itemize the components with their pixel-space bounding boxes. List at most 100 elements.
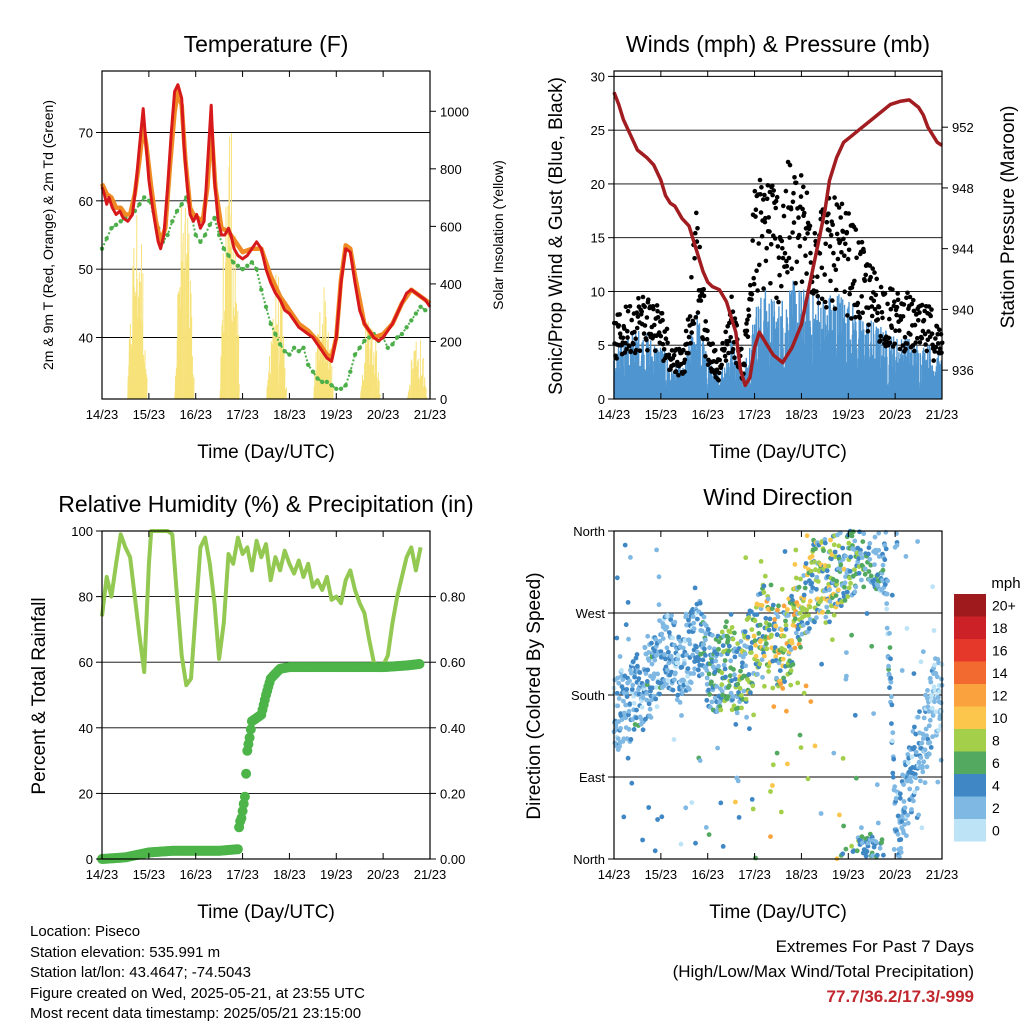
direction-point bbox=[931, 628, 937, 633]
gust-point bbox=[898, 317, 904, 323]
gust-point bbox=[764, 196, 770, 202]
direction-point bbox=[915, 539, 920, 544]
direction-point bbox=[913, 749, 919, 755]
direction-point bbox=[841, 566, 847, 572]
y2-tick-label: 940 bbox=[952, 302, 974, 317]
direction-point bbox=[911, 671, 917, 676]
direction-point bbox=[903, 554, 909, 559]
gust-point bbox=[774, 194, 780, 200]
gust-point bbox=[777, 272, 782, 278]
gust-point bbox=[919, 336, 925, 341]
gust-point bbox=[652, 322, 657, 328]
direction-point bbox=[631, 727, 637, 732]
direction-point bbox=[912, 745, 917, 750]
direction-point bbox=[758, 638, 764, 643]
direction-point bbox=[793, 547, 799, 553]
direction-point bbox=[727, 629, 733, 635]
gust-point bbox=[763, 258, 769, 264]
direction-point bbox=[771, 704, 777, 709]
gust-point bbox=[827, 228, 832, 233]
direction-point bbox=[681, 678, 687, 683]
gust-point bbox=[616, 323, 622, 328]
direction-point bbox=[655, 671, 660, 677]
direction-point bbox=[703, 637, 708, 643]
gust-point bbox=[860, 310, 865, 316]
direction-point bbox=[714, 709, 720, 714]
direction-point bbox=[621, 698, 626, 704]
gust-point bbox=[751, 281, 757, 287]
direction-point bbox=[860, 539, 866, 544]
direction-point bbox=[809, 554, 815, 559]
gust-point bbox=[911, 308, 917, 314]
gust-point bbox=[897, 346, 903, 352]
rainfall-point bbox=[245, 724, 256, 735]
direction-point bbox=[748, 650, 754, 655]
gust-point bbox=[840, 229, 846, 234]
gust-point bbox=[693, 230, 698, 236]
direction-point bbox=[664, 624, 670, 630]
x-tick-label: 18/23 bbox=[273, 407, 306, 422]
direction-point bbox=[841, 594, 847, 600]
direction-point bbox=[740, 660, 745, 666]
direction-point bbox=[919, 740, 925, 746]
gust-point bbox=[787, 162, 793, 168]
colorbar-swatch bbox=[954, 594, 986, 617]
direction-point bbox=[911, 798, 916, 804]
gust-point bbox=[632, 329, 637, 335]
direction-point bbox=[849, 632, 854, 638]
direction-point bbox=[827, 548, 833, 554]
direction-point bbox=[719, 670, 725, 676]
direction-point bbox=[779, 586, 785, 592]
direction-point bbox=[689, 800, 695, 805]
gust-point bbox=[846, 211, 851, 216]
direction-point bbox=[827, 619, 832, 625]
gust-point bbox=[904, 295, 909, 301]
gust-point bbox=[648, 331, 654, 337]
direction-point bbox=[654, 547, 659, 553]
gust-point bbox=[712, 371, 718, 376]
direction-point bbox=[815, 579, 821, 584]
direction-point bbox=[633, 655, 639, 661]
direction-point bbox=[790, 662, 796, 667]
x-tick-label: 15/23 bbox=[133, 407, 166, 422]
gust-point bbox=[629, 317, 634, 323]
direction-point bbox=[826, 563, 831, 569]
plot-frame bbox=[101, 530, 431, 860]
direction-point bbox=[741, 688, 747, 694]
gust-point bbox=[814, 289, 819, 294]
direction-point bbox=[843, 846, 849, 852]
gust-point bbox=[938, 331, 944, 337]
direction-point bbox=[890, 730, 896, 736]
direction-point bbox=[918, 659, 924, 665]
direction-point bbox=[889, 694, 894, 700]
direction-point bbox=[788, 682, 794, 688]
direction-point bbox=[627, 701, 633, 707]
direction-point bbox=[838, 562, 844, 568]
direction-point bbox=[912, 724, 917, 730]
gust-point bbox=[757, 177, 763, 183]
temp-2m-line bbox=[100, 83, 432, 363]
direction-point bbox=[810, 585, 816, 590]
direction-point bbox=[725, 638, 731, 643]
gust-point bbox=[642, 323, 648, 328]
gust-point bbox=[682, 369, 687, 375]
temperature-ylabel: 2m & 9m T (Red, Orange) & 2m Td (Green) bbox=[40, 100, 56, 370]
direction-point bbox=[922, 747, 928, 753]
direction-point bbox=[679, 664, 685, 670]
direction-point bbox=[780, 686, 786, 691]
direction-point bbox=[914, 786, 920, 791]
direction-point bbox=[891, 847, 897, 852]
gust-point bbox=[868, 274, 873, 280]
direction-point bbox=[912, 771, 918, 777]
direction-point bbox=[846, 540, 852, 546]
gust-point bbox=[889, 325, 895, 331]
gust-point bbox=[934, 324, 940, 329]
direction-point bbox=[887, 685, 892, 691]
gust-point bbox=[759, 233, 765, 239]
direction-point bbox=[732, 654, 738, 660]
gust-point bbox=[746, 313, 752, 319]
direction-point bbox=[896, 813, 901, 819]
gust-point bbox=[770, 192, 775, 198]
gust-point bbox=[797, 244, 803, 249]
direction-point bbox=[822, 537, 828, 542]
